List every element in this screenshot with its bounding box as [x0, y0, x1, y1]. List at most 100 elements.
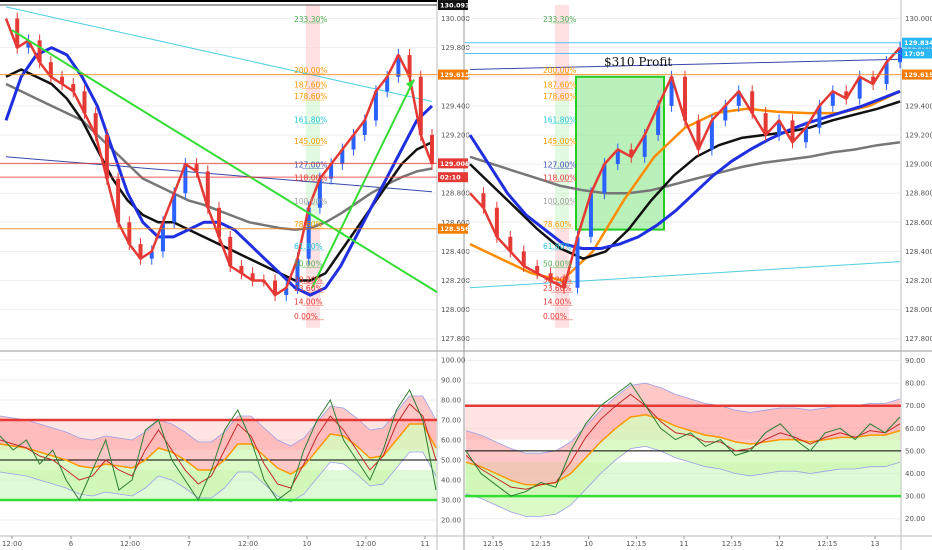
fib-level-label: 118.00% — [294, 174, 327, 183]
price-tick-label: 128.200 — [441, 277, 470, 285]
lower-band-line — [0, 451, 437, 503]
time-tick-label: 7 — [187, 540, 191, 548]
black-ma-line — [469, 100, 901, 260]
fib-level-label: 187.60% — [543, 80, 576, 89]
fib-level-label: 14.00% — [543, 297, 572, 306]
osc-tick-label: 20.00 — [441, 517, 461, 525]
navy-ma-line — [469, 58, 901, 70]
candle-body — [306, 207, 311, 259]
right-price-series — [468, 41, 902, 294]
price-tag-label: 129.615 — [904, 71, 932, 79]
price-tick-label: 128.000 — [441, 306, 470, 314]
candle-body — [548, 273, 553, 281]
fib-level-label: 0.00% — [543, 312, 567, 321]
price-tag-label: 129.005 — [440, 160, 470, 168]
candle-body — [82, 91, 87, 114]
time-tick-label: 12:15 — [626, 540, 646, 548]
candle-body — [629, 149, 634, 157]
price-line — [4, 18, 434, 297]
candle-body — [373, 91, 378, 121]
candle-body — [736, 91, 741, 106]
candle-body — [93, 113, 98, 135]
fib-level-label: 0.00% — [294, 312, 318, 321]
upper-band-line — [465, 382, 901, 454]
upper-band-line — [0, 395, 437, 447]
right-oscillator-panel: 90.00 80.00 70.00 60.00 50.00 40.00 30.00 20.00 — [465, 357, 925, 523]
candle-body — [817, 105, 822, 128]
candle-body — [295, 258, 300, 288]
uptrend-arrow-line — [311, 79, 415, 289]
candle-body — [575, 236, 580, 288]
arrow-head-icon — [406, 79, 414, 89]
candle-body — [790, 120, 795, 143]
price-tag-label: 129.834 — [904, 39, 932, 47]
candle-body — [351, 134, 356, 150]
time-tick-label: 12:15 — [722, 540, 742, 548]
fib-level-label: 50.00% — [294, 259, 323, 268]
osc-red-line — [465, 393, 901, 490]
blue-ma-line — [468, 89, 901, 250]
candle-body — [723, 105, 728, 121]
candle-body — [273, 280, 278, 296]
candle-body — [217, 207, 221, 237]
osc-green-line — [465, 382, 901, 497]
osc-tick-label: 60.00 — [905, 425, 925, 433]
candle-body — [205, 171, 210, 208]
osc-tick-label: 60.00 — [441, 437, 461, 445]
osc-tick-label: 30.00 — [905, 493, 925, 501]
cyan-ma-line — [469, 261, 901, 289]
fib-level-label: 38.20% — [543, 275, 572, 284]
candle-body — [656, 105, 661, 135]
candle-body — [763, 113, 768, 135]
candle-body — [160, 222, 165, 252]
time-tick-label: 12:00 — [238, 540, 258, 548]
time-tick-label: 10 — [303, 540, 312, 548]
candle-body — [37, 40, 42, 63]
cyan-ma-line — [5, 6, 433, 102]
fib-level-label: 50.00% — [543, 259, 572, 268]
fib-level-label: 127.00% — [543, 160, 576, 169]
osc-green-line — [0, 388, 437, 502]
downtrend-line — [11, 29, 438, 294]
price-tick-label: 128.800 — [905, 190, 932, 198]
fib-level-label: 200.00% — [294, 66, 327, 75]
fib-level-label: 233.30% — [543, 15, 576, 24]
right-price-tags: 129.834 17:09 129.615 — [465, 37, 932, 80]
candle-body — [149, 251, 154, 259]
candle-body — [615, 149, 620, 165]
right-price-panel: 233.30% 200.00% 187.60% 178.60% 161.80% 145.0… — [465, 4, 932, 343]
candle-body — [508, 236, 513, 252]
price-line — [469, 46, 901, 290]
osc-tick-label: 90.00 — [441, 377, 461, 385]
time-tick-label: 12:15 — [531, 540, 551, 548]
price-tag-box — [902, 37, 932, 48]
fib-level-label: 100.00% — [543, 197, 576, 206]
osc-tick-label: 70.00 — [441, 417, 461, 425]
candle-body — [385, 76, 390, 92]
right-osc-axis: 90.00 80.00 70.00 60.00 50.00 40.00 30.00 20.00 — [905, 357, 925, 523]
price-tag-box — [438, 158, 468, 169]
price-tick-label: 129.800 — [441, 44, 470, 52]
price-tick-label: 128.600 — [905, 219, 932, 227]
fib-level-label: 78.60% — [543, 220, 572, 229]
osc-tick-label: 80.00 — [905, 380, 925, 388]
left-osc-axis: 100.00 90.00 80.00 70.00 60.00 50.00 40.00 30.0… — [441, 357, 466, 525]
candle-body — [683, 76, 687, 121]
fib-level-label: 187.60% — [294, 80, 327, 89]
candle-body — [857, 76, 862, 99]
price-tag-box — [438, 69, 468, 80]
osc-tick-label: 50.00 — [905, 447, 925, 455]
price-tag-label: 02:10 — [440, 174, 461, 182]
price-tag-box — [438, 0, 468, 11]
time-tick-label: 6 — [69, 540, 74, 548]
fib-band-bottom — [555, 228, 569, 328]
osc-tick-label: 100.00 — [441, 357, 466, 365]
left-price-tags: 130.093 129.615 129.005 02:10 128.556 — [0, 0, 470, 234]
fib-level-label: 233.30% — [294, 15, 327, 24]
candle-body — [60, 76, 65, 85]
candle-body — [284, 287, 289, 296]
candle-body — [803, 127, 808, 143]
time-tick-label: 12:15 — [483, 540, 503, 548]
fib-level-label: 127.00% — [294, 160, 327, 169]
